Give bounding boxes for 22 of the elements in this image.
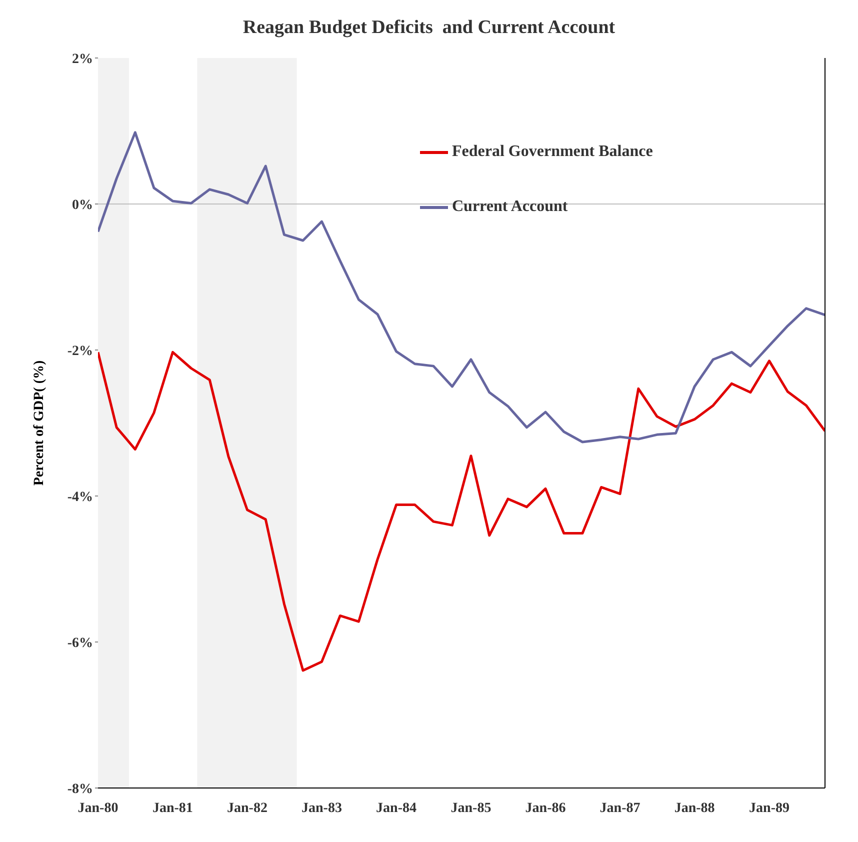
x-tick-label: Jan-83 bbox=[302, 800, 342, 816]
y-axis-title: Percent of GDP( (%) bbox=[32, 360, 47, 486]
legend-label: Current Account bbox=[452, 198, 568, 216]
y-tick-label: -8% bbox=[67, 782, 93, 797]
chart-title: Reagan Budget Deficits and Current Account bbox=[242, 16, 616, 40]
x-tick-label: Jan-81 bbox=[152, 800, 193, 816]
x-tick-label: Jan-88 bbox=[674, 800, 715, 816]
x-tick-label: Jan-84 bbox=[376, 800, 416, 816]
x-tick-label: Jan-80 bbox=[78, 800, 118, 816]
y-tick-label: 2% bbox=[72, 52, 93, 67]
x-tick-label: Jan-89 bbox=[749, 800, 790, 816]
x-tick-label: Jan-82 bbox=[227, 800, 268, 816]
y-tick-label: 0% bbox=[72, 198, 93, 213]
y-tick-label: -4% bbox=[67, 490, 93, 505]
line-series bbox=[98, 350, 825, 672]
y-tick-label: -2% bbox=[67, 344, 93, 359]
y-tick-label: -6% bbox=[67, 636, 93, 651]
x-tick-label: Jan-87 bbox=[600, 800, 640, 816]
line-series bbox=[98, 131, 825, 444]
x-tick-label: Jan-85 bbox=[450, 800, 492, 816]
x-tick-label: Jan-86 bbox=[525, 800, 566, 816]
legend-label: Federal Government Balance bbox=[452, 143, 653, 161]
